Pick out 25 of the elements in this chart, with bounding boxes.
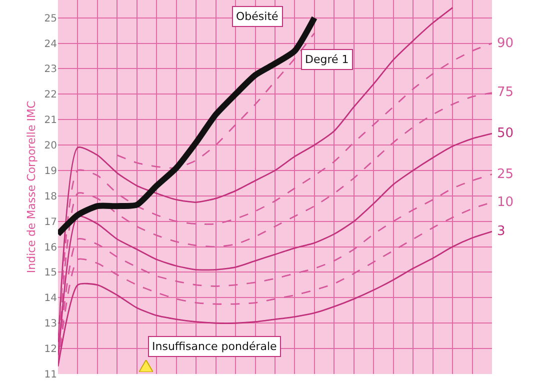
y-tick-label: 17	[44, 216, 57, 228]
series-label: 3	[497, 224, 506, 239]
series-label: 50	[497, 126, 514, 141]
y-tick-label: 12	[44, 344, 57, 356]
series-label: 75	[497, 85, 514, 100]
series-label: 90	[497, 36, 514, 51]
y-tick-label: 22	[44, 90, 57, 101]
y-tick-label: 21	[44, 115, 57, 126]
series-label: 25	[497, 167, 514, 182]
annotation: Insuffisance pondérale	[152, 340, 278, 353]
y-tick-label: 20	[44, 140, 57, 152]
y-tick-label: 13	[44, 318, 57, 330]
y-tick-label: 15	[44, 268, 57, 279]
y-axis-title: Indice de Masse Corporelle IMC	[24, 100, 38, 274]
y-tick-label: 19	[44, 166, 57, 177]
series-label: 10	[497, 195, 514, 210]
y-tick-label: 11	[44, 370, 57, 380]
y-tick-label: 14	[44, 293, 57, 304]
y-tick-label: 25	[44, 13, 57, 24]
annotation: Degré 1	[305, 53, 349, 66]
y-tick-label: 24	[44, 38, 57, 50]
y-tick-label: 18	[44, 191, 57, 202]
y-tick-label: 16	[44, 242, 57, 254]
annotation: Obésité	[236, 10, 279, 23]
y-tick-label: 23	[44, 64, 57, 76]
